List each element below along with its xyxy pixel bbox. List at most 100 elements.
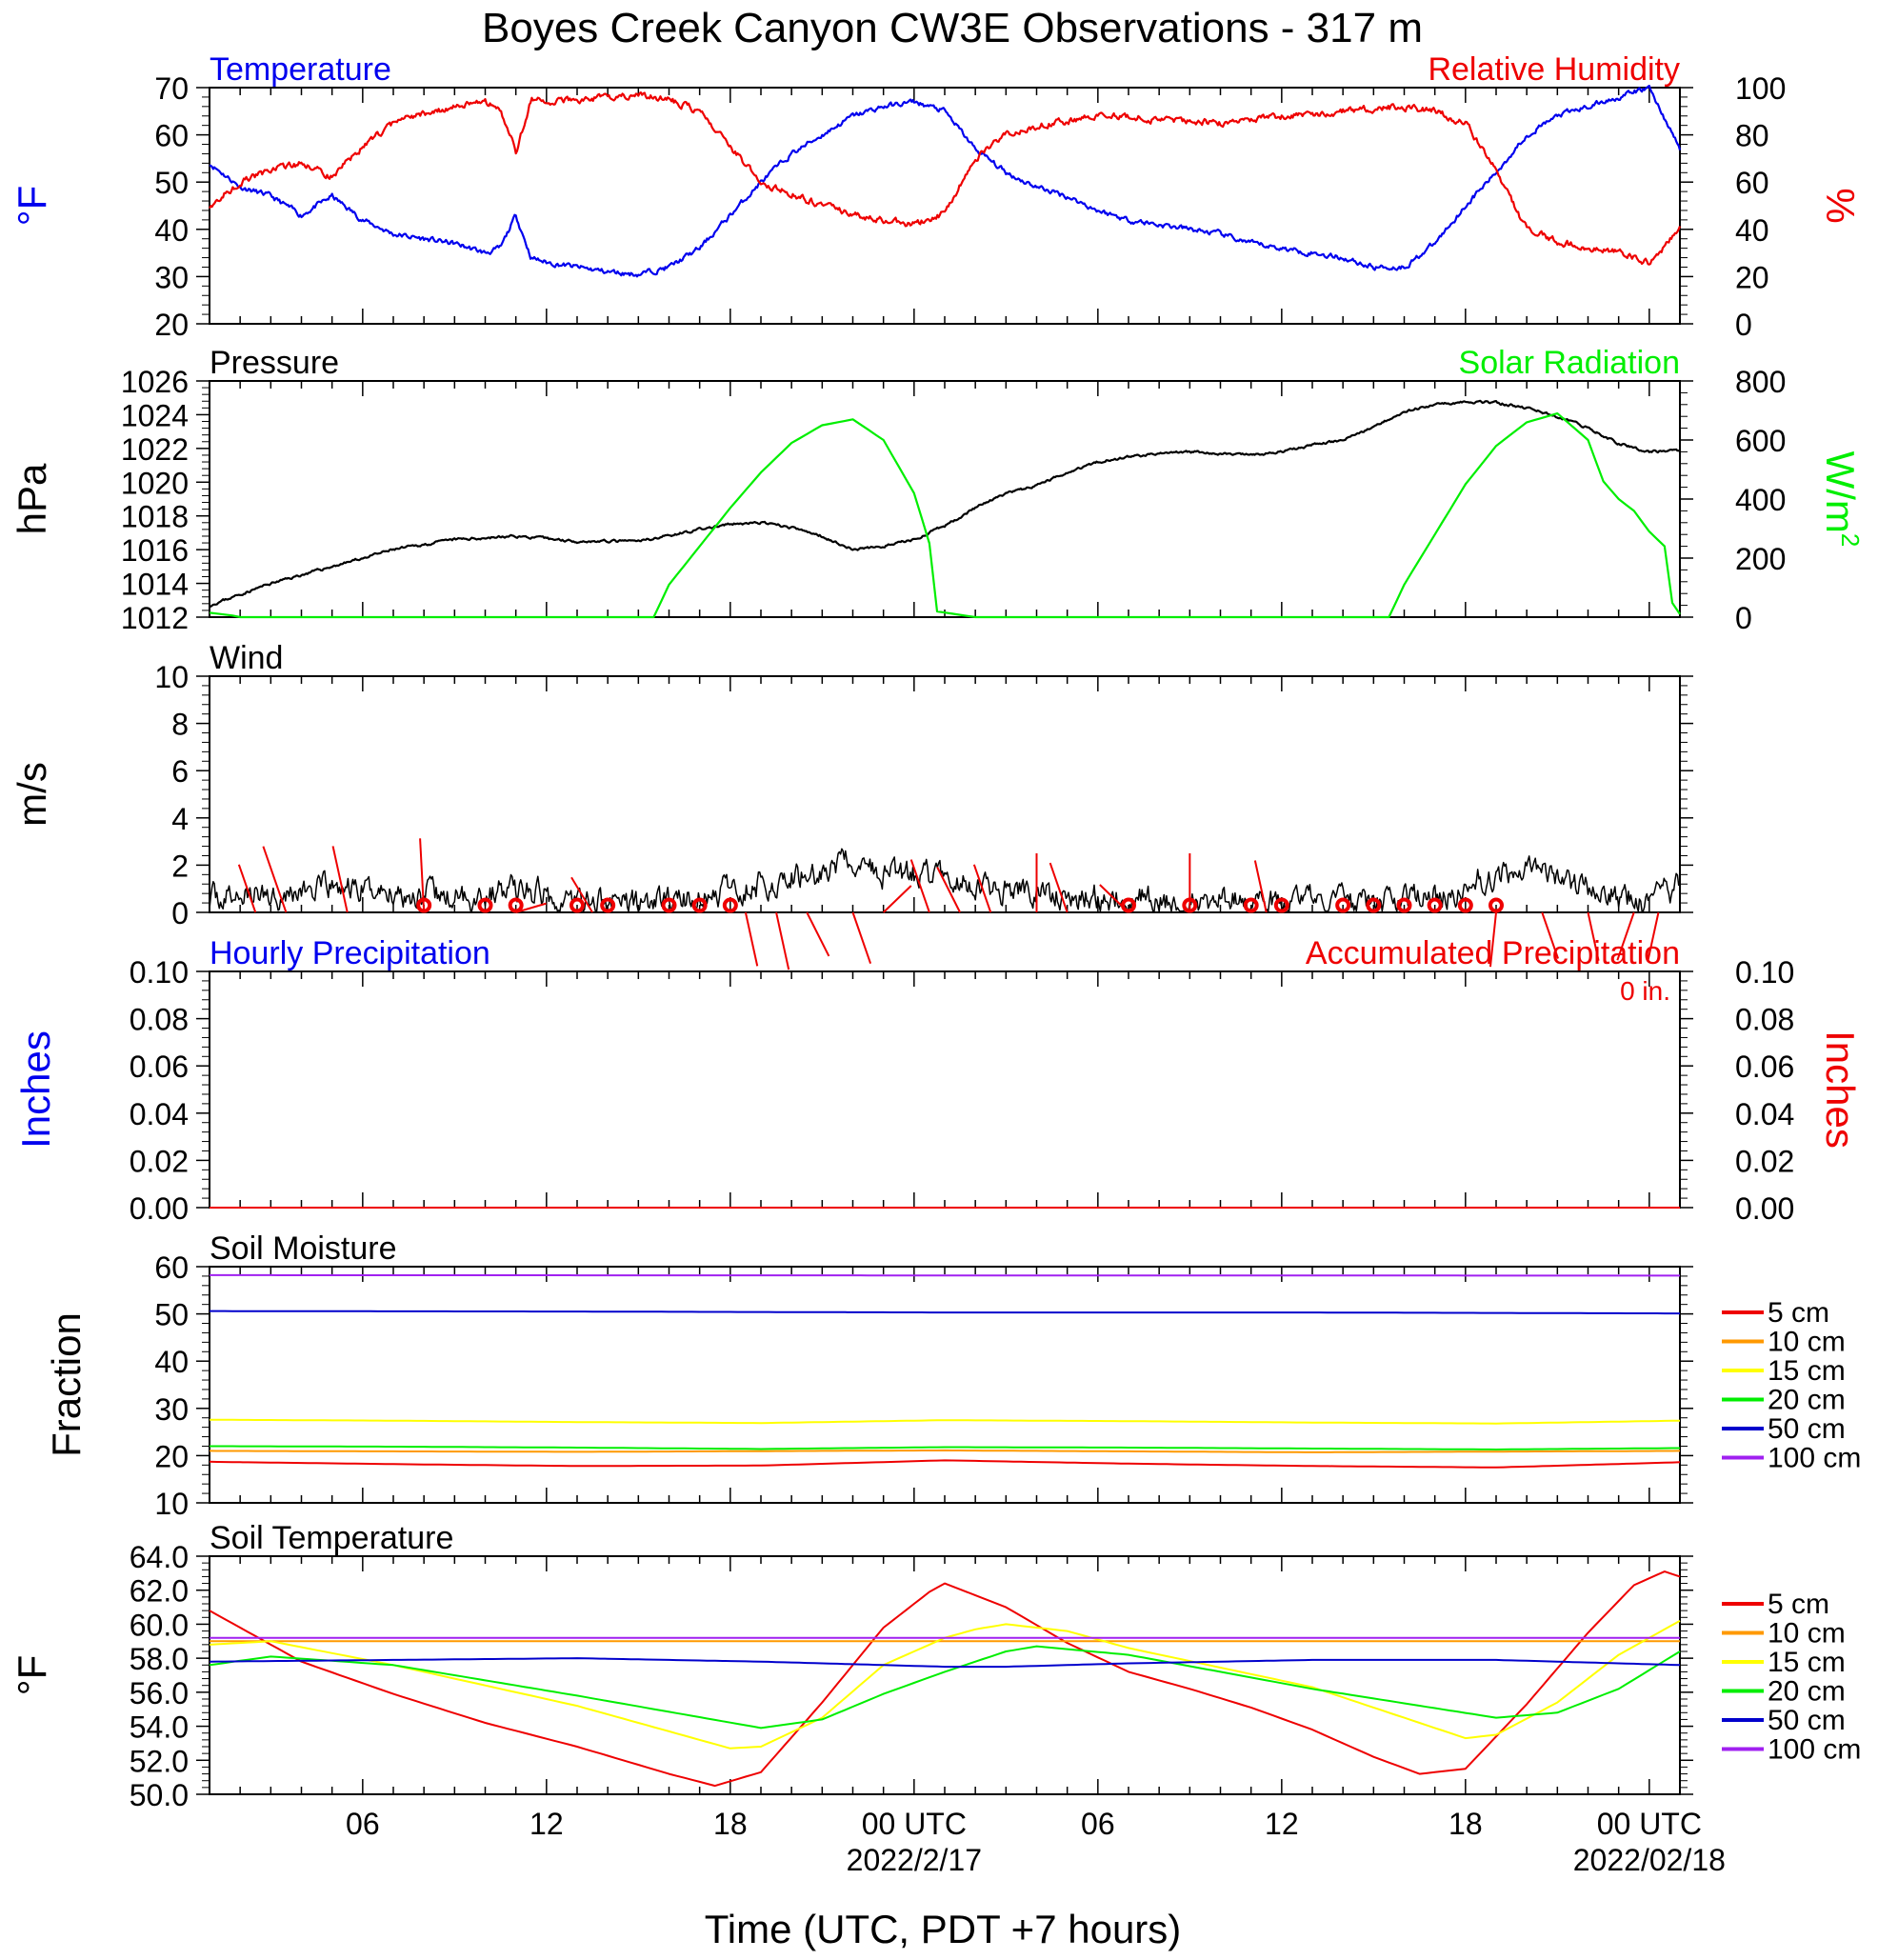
wind-barb (262, 846, 288, 913)
y-tick-label: 0.02 (130, 1144, 189, 1178)
y-tick-label: 1014 (121, 568, 189, 602)
series-line-right (209, 91, 1682, 266)
y-right-tick-label: 20 (1735, 260, 1769, 294)
x-tick-date-label: 2022/2/17 (847, 1843, 982, 1877)
wind-barb (237, 864, 257, 913)
y-tick-label: 10 (154, 660, 189, 694)
calm-wind-marker (1457, 897, 1473, 913)
y-tick-label: 1026 (121, 365, 189, 399)
panel-left-label: Pressure (210, 345, 339, 381)
y-right-axis-title: Inches (1818, 1030, 1863, 1149)
wind-barb (936, 867, 961, 913)
y-right-tick-label: 100 (1735, 71, 1786, 106)
series-line-50-cm (209, 1657, 1681, 1669)
y-tick-label: 60 (154, 119, 189, 153)
y-tick-label: 10 (154, 1487, 189, 1521)
y-right-tick-label: 600 (1735, 424, 1786, 458)
calm-wind-marker (661, 897, 677, 913)
panel-right-label: Solar Radiation (1459, 345, 1680, 381)
series-line-left (209, 848, 1681, 912)
y-axis-title: °F (10, 1655, 54, 1695)
wind-barb (775, 911, 790, 970)
y-right-tick-label: 0 (1735, 601, 1752, 635)
calm-wind-marker (1366, 897, 1382, 913)
wind-barb (1488, 911, 1497, 968)
wind-barb (882, 885, 912, 913)
series-line-left (209, 85, 1682, 278)
y-tick-label: 20 (154, 1439, 189, 1473)
series-line-100-cm (210, 1273, 1680, 1277)
x-tick-label: 18 (713, 1807, 748, 1841)
series-line-10-cm (209, 1449, 1681, 1453)
series-line-right (209, 412, 1681, 619)
calm-wind-marker (1182, 897, 1198, 913)
wind-barb (1253, 860, 1268, 913)
y-tick-label: 0.06 (130, 1050, 189, 1084)
panel-precipitation: 0.00 0.02 0.04 0.06 0.08 0.10 0.00 0.02 0.04 0.06… (13, 935, 1863, 1226)
x-tick-label: 06 (346, 1807, 380, 1841)
legend-label: 15 cm (1768, 1355, 1846, 1387)
panel-right-label: Accumulated Precipitation (1306, 935, 1680, 971)
y-tick-label: 6 (171, 754, 189, 789)
y-right-tick-label: 0.04 (1735, 1097, 1794, 1131)
y-tick-label: 62.0 (130, 1574, 189, 1609)
series-line-20-cm (209, 1645, 1681, 1730)
legend-label: 5 cm (1768, 1589, 1829, 1620)
calm-wind-marker (1335, 897, 1351, 913)
wind-barb (1587, 911, 1600, 961)
legend-label: 10 cm (1768, 1327, 1846, 1358)
y-tick-label: 40 (154, 213, 189, 248)
panel-wind: 0 2 4 6 8 10 Wind m/s (10, 640, 1693, 970)
calm-wind-marker (569, 897, 585, 913)
y-right-tick-label: 80 (1735, 119, 1769, 153)
panel-right-label: Relative Humidity (1428, 51, 1680, 88)
series-line-50-cm (210, 1310, 1680, 1315)
y-right-axis-title: W/m2 (1818, 451, 1865, 548)
y-right-tick-label: 200 (1735, 542, 1786, 576)
wind-barb (744, 911, 759, 967)
calm-wind-marker (416, 897, 432, 913)
panel-left-label: Soil Moisture (210, 1230, 397, 1267)
series-line-20-cm (210, 1445, 1680, 1450)
wind-barb (570, 876, 593, 913)
x-tick-label: 00 UTC (1597, 1807, 1702, 1841)
legend-label: 20 cm (1768, 1385, 1846, 1416)
calm-wind-marker (1396, 897, 1412, 913)
accumulated-total-label: 0 in. (1620, 976, 1670, 1006)
y-tick-label: 30 (154, 1392, 189, 1427)
x-tick-date-label: 2022/02/18 (1573, 1843, 1726, 1877)
y-tick-label: 4 (171, 802, 189, 836)
y-tick-label: 50.0 (130, 1778, 189, 1812)
y-tick-label: 58.0 (130, 1642, 189, 1676)
y-axis-title: Inches (13, 1030, 58, 1149)
calm-wind-marker (1243, 897, 1259, 913)
x-tick-label: 00 UTC (862, 1807, 967, 1841)
y-tick-label: 70 (154, 71, 189, 106)
calm-wind-marker (1427, 897, 1443, 913)
y-tick-label: 1012 (121, 601, 189, 635)
calm-wind-marker (1121, 897, 1136, 913)
y-tick-label: 50 (154, 166, 189, 200)
y-right-tick-label: 0.00 (1735, 1191, 1794, 1226)
wind-barb (1647, 911, 1660, 961)
calm-wind-marker (1488, 897, 1504, 913)
y-tick-label: 54.0 (130, 1710, 189, 1745)
panel-soil_moisture: 10 20 30 40 50 60 Soil Moisture Fraction 5 cm10 … (44, 1230, 1861, 1521)
wind-barb (806, 911, 830, 957)
y-right-tick-label: 800 (1735, 365, 1786, 399)
y-tick-label: 20 (154, 308, 189, 342)
legend-label: 50 cm (1768, 1413, 1846, 1445)
y-tick-label: 1018 (121, 500, 189, 534)
panel-left-label: Temperature (210, 51, 391, 88)
y-right-tick-label: 0.06 (1735, 1050, 1794, 1084)
chart-title: Boyes Creek Canyon CW3E Observations - 3… (482, 5, 1423, 51)
y-tick-label: 64.0 (130, 1540, 189, 1574)
panel-left-label: Hourly Precipitation (210, 935, 490, 971)
x-tick-label: 12 (529, 1807, 564, 1841)
calm-wind-marker (691, 897, 708, 913)
legend-label: 5 cm (1768, 1297, 1829, 1329)
